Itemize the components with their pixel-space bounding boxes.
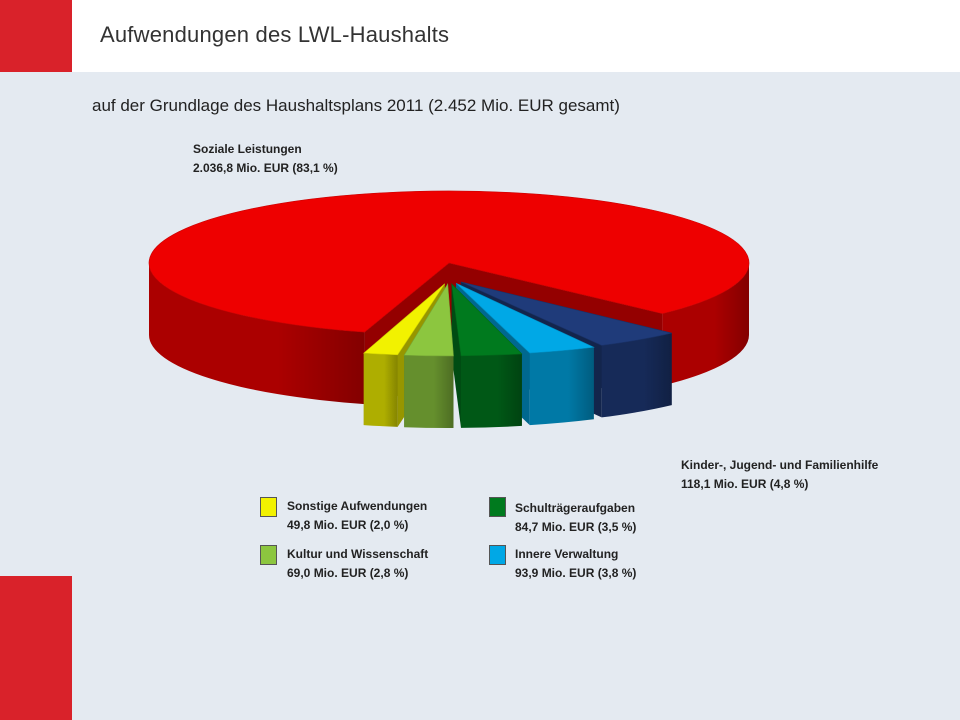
pie-slice-top — [451, 283, 523, 357]
legend-swatch-kultur — [260, 545, 277, 565]
pie-slice-side-wall — [451, 283, 462, 428]
pie-slice-schultraegeraufgaben — [451, 283, 523, 428]
pie-slice-rim — [662, 263, 749, 386]
slice-value: 118,1 Mio. EUR (4,8 %) — [681, 477, 809, 491]
legend-name: Kultur und Wissenschaft — [287, 547, 429, 561]
slide-title: Aufwendungen des LWL-Haushalts — [100, 22, 450, 47]
legend-name: Innere Verwaltung — [515, 547, 619, 561]
header-band — [0, 0, 960, 72]
pie-slice-rim — [529, 347, 594, 426]
pie-slice-rim — [363, 353, 398, 427]
legend-name: Schulträgeraufgaben — [515, 501, 636, 515]
pie-slice-rim — [149, 263, 365, 405]
legend-value: 49,8 Mio. EUR (2,0 %) — [287, 518, 409, 532]
legend-item-innere-verwaltung: Innere Verwaltung 93,9 Mio. EUR (3,8 %) — [515, 545, 636, 583]
pie-slice-rim — [404, 355, 454, 428]
legend-swatch-innere-verwaltung — [489, 545, 506, 565]
accent-bar-top — [0, 0, 72, 72]
pie-slice-top — [460, 281, 672, 346]
slice-label-kinder-jugend-familienhilfe: Kinder-, Jugend- und Familienhilfe 118,1… — [681, 456, 878, 494]
slide-subtitle: auf der Grundlage des Haushaltsplans 201… — [92, 96, 620, 115]
slice-label-soziale-leistungen: Soziale Leistungen 2.036,8 Mio. EUR (83,… — [193, 140, 338, 178]
legend-value: 93,9 Mio. EUR (3,8 %) — [515, 566, 637, 580]
slice-name: Soziale Leistungen — [193, 142, 302, 156]
pie-slice-top — [363, 283, 445, 356]
pie-slice-top — [455, 283, 595, 354]
legend-swatch-schultraeger — [489, 497, 506, 517]
pie-slice-kultur-und-wissenschaft — [403, 283, 454, 428]
legend-swatch-sonstige — [260, 497, 277, 517]
legend-value: 69,0 Mio. EUR (2,8 %) — [287, 566, 409, 580]
legend-value: 84,7 Mio. EUR (3,5 %) — [515, 520, 637, 534]
legend-item-sonstige: Sonstige Aufwendungen 49,8 Mio. EUR (2,0… — [287, 497, 427, 535]
slice-name: Kinder-, Jugend- und Familienhilfe — [681, 458, 879, 472]
pie-slice-top — [403, 283, 454, 357]
slice-value: 2.036,8 Mio. EUR (83,1 %) — [193, 161, 338, 175]
legend-name: Sonstige Aufwendungen — [287, 499, 428, 513]
legend-item-schultraeger: Schulträgeraufgaben 84,7 Mio. EUR (3,5 %… — [515, 499, 636, 537]
pie-slice-top — [148, 190, 750, 333]
accent-bar-bottom — [0, 576, 72, 720]
pie-slice-rim — [461, 353, 522, 428]
legend-item-kultur: Kultur und Wissenschaft 69,0 Mio. EUR (2… — [287, 545, 428, 583]
pie-slice-rim — [601, 333, 672, 418]
